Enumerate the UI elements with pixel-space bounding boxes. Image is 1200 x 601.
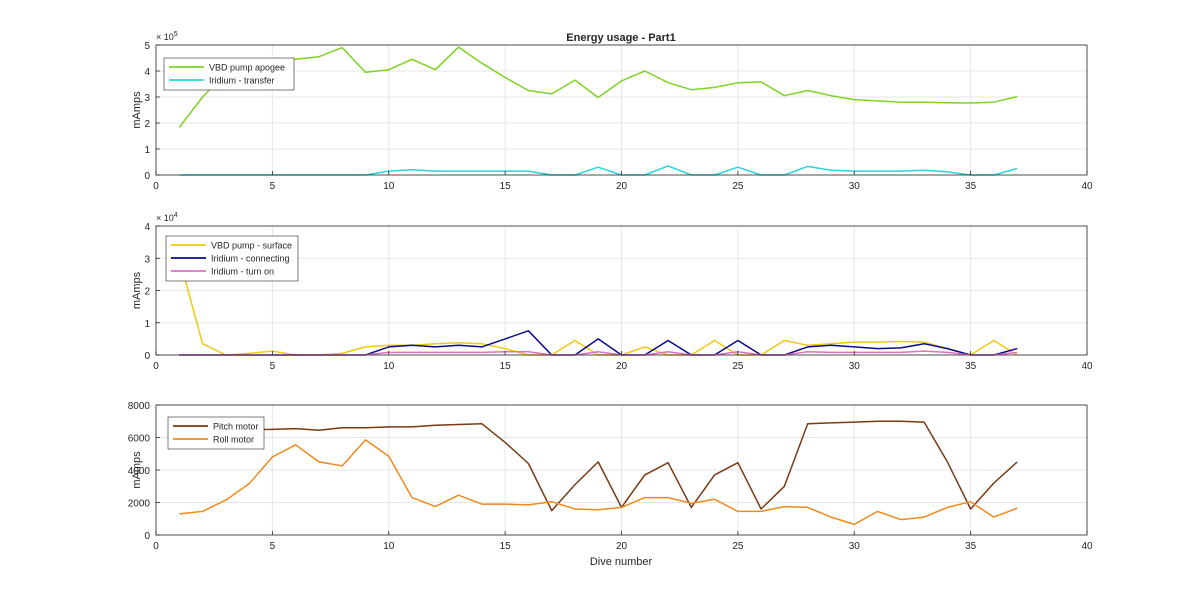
x-tick-label: 0	[153, 541, 159, 552]
x-tick-label: 35	[965, 181, 977, 192]
x-tick-label: 15	[500, 181, 512, 192]
x-tick-label: 0	[153, 361, 159, 372]
x-tick-label: 0	[153, 181, 159, 192]
y-tick-label: 2	[144, 119, 150, 130]
y-exponent-base: × 10	[156, 213, 174, 223]
legend	[167, 416, 265, 450]
y-tick-label: 0	[144, 351, 150, 362]
x-tick-label: 25	[732, 181, 744, 192]
x-tick-label: 5	[270, 181, 276, 192]
legend-label: Iridium - transfer	[209, 76, 275, 86]
y-tick-label: 2	[144, 287, 150, 298]
x-tick-label: 35	[965, 541, 977, 552]
series-line-2	[179, 439, 1018, 526]
x-tick-label: 30	[849, 361, 861, 372]
y-exponent-base: × 10	[156, 32, 174, 42]
y-tick-label: 3	[144, 93, 150, 104]
x-tick-label: 40	[1081, 541, 1093, 552]
x-tick-label: 10	[383, 181, 395, 192]
y-tick-label: 3	[144, 254, 150, 265]
x-tick-label: 35	[965, 361, 977, 372]
y-axis-label: mAmps	[131, 451, 143, 489]
y-tick-label: 1	[144, 145, 150, 156]
x-tick-label: 5	[270, 361, 276, 372]
x-tick-label: 20	[616, 361, 628, 372]
legend-label: Pitch motor	[213, 422, 259, 432]
y-tick-label: 4000	[128, 466, 151, 477]
y-tick-label: 2000	[128, 499, 151, 510]
x-tick-label: 5	[270, 541, 276, 552]
legend-label: Iridium - connecting	[211, 254, 290, 264]
series-line-1	[178, 46, 1018, 128]
x-tick-label: 15	[500, 361, 512, 372]
x-tick-label: 30	[849, 541, 861, 552]
y-tick-label: 0	[144, 171, 150, 182]
x-tick-label: 25	[732, 541, 744, 552]
x-axis-label: Dive number	[590, 556, 653, 568]
x-tick-label: 30	[849, 181, 861, 192]
y-tick-label: 6000	[128, 434, 151, 445]
x-tick-label: 20	[616, 541, 628, 552]
x-tick-label: 15	[500, 541, 512, 552]
y-tick-label: 4	[144, 67, 150, 78]
y-exponent-label: × 105	[156, 31, 178, 42]
legend-label: Iridium - turn on	[211, 267, 274, 277]
series-line-1	[179, 420, 1018, 512]
y-tick-label: 4	[144, 222, 150, 233]
x-tick-label: 40	[1081, 361, 1093, 372]
y-tick-label: 1	[144, 319, 150, 330]
y-exponent-power: 4	[174, 212, 178, 219]
x-tick-label: 20	[616, 181, 628, 192]
figure-title: Energy usage - Part1	[566, 32, 675, 44]
y-tick-label: 8000	[128, 401, 151, 412]
y-exponent-label: × 104	[156, 212, 178, 223]
x-tick-label: 10	[383, 361, 395, 372]
legend-label: VBD pump apogee	[209, 63, 285, 73]
x-tick-label: 40	[1081, 181, 1093, 192]
subplot-3: 0 5 10 15 20 25 30 35 40 0 2000 4000 6000 8000 mAmps Pi…	[128, 401, 1093, 552]
x-tick-label: 10	[383, 541, 395, 552]
x-tick-label: 25	[732, 361, 744, 372]
legend	[163, 57, 295, 91]
legend-label: VBD pump - surface	[211, 241, 292, 251]
y-axis-label: mAmps	[131, 91, 143, 129]
y-tick-label: 5	[144, 41, 150, 52]
y-exponent-power: 5	[174, 31, 178, 38]
legend-label: Roll motor	[213, 435, 254, 445]
y-axis-label: mAmps	[131, 271, 143, 309]
y-tick-label: 0	[144, 531, 150, 542]
